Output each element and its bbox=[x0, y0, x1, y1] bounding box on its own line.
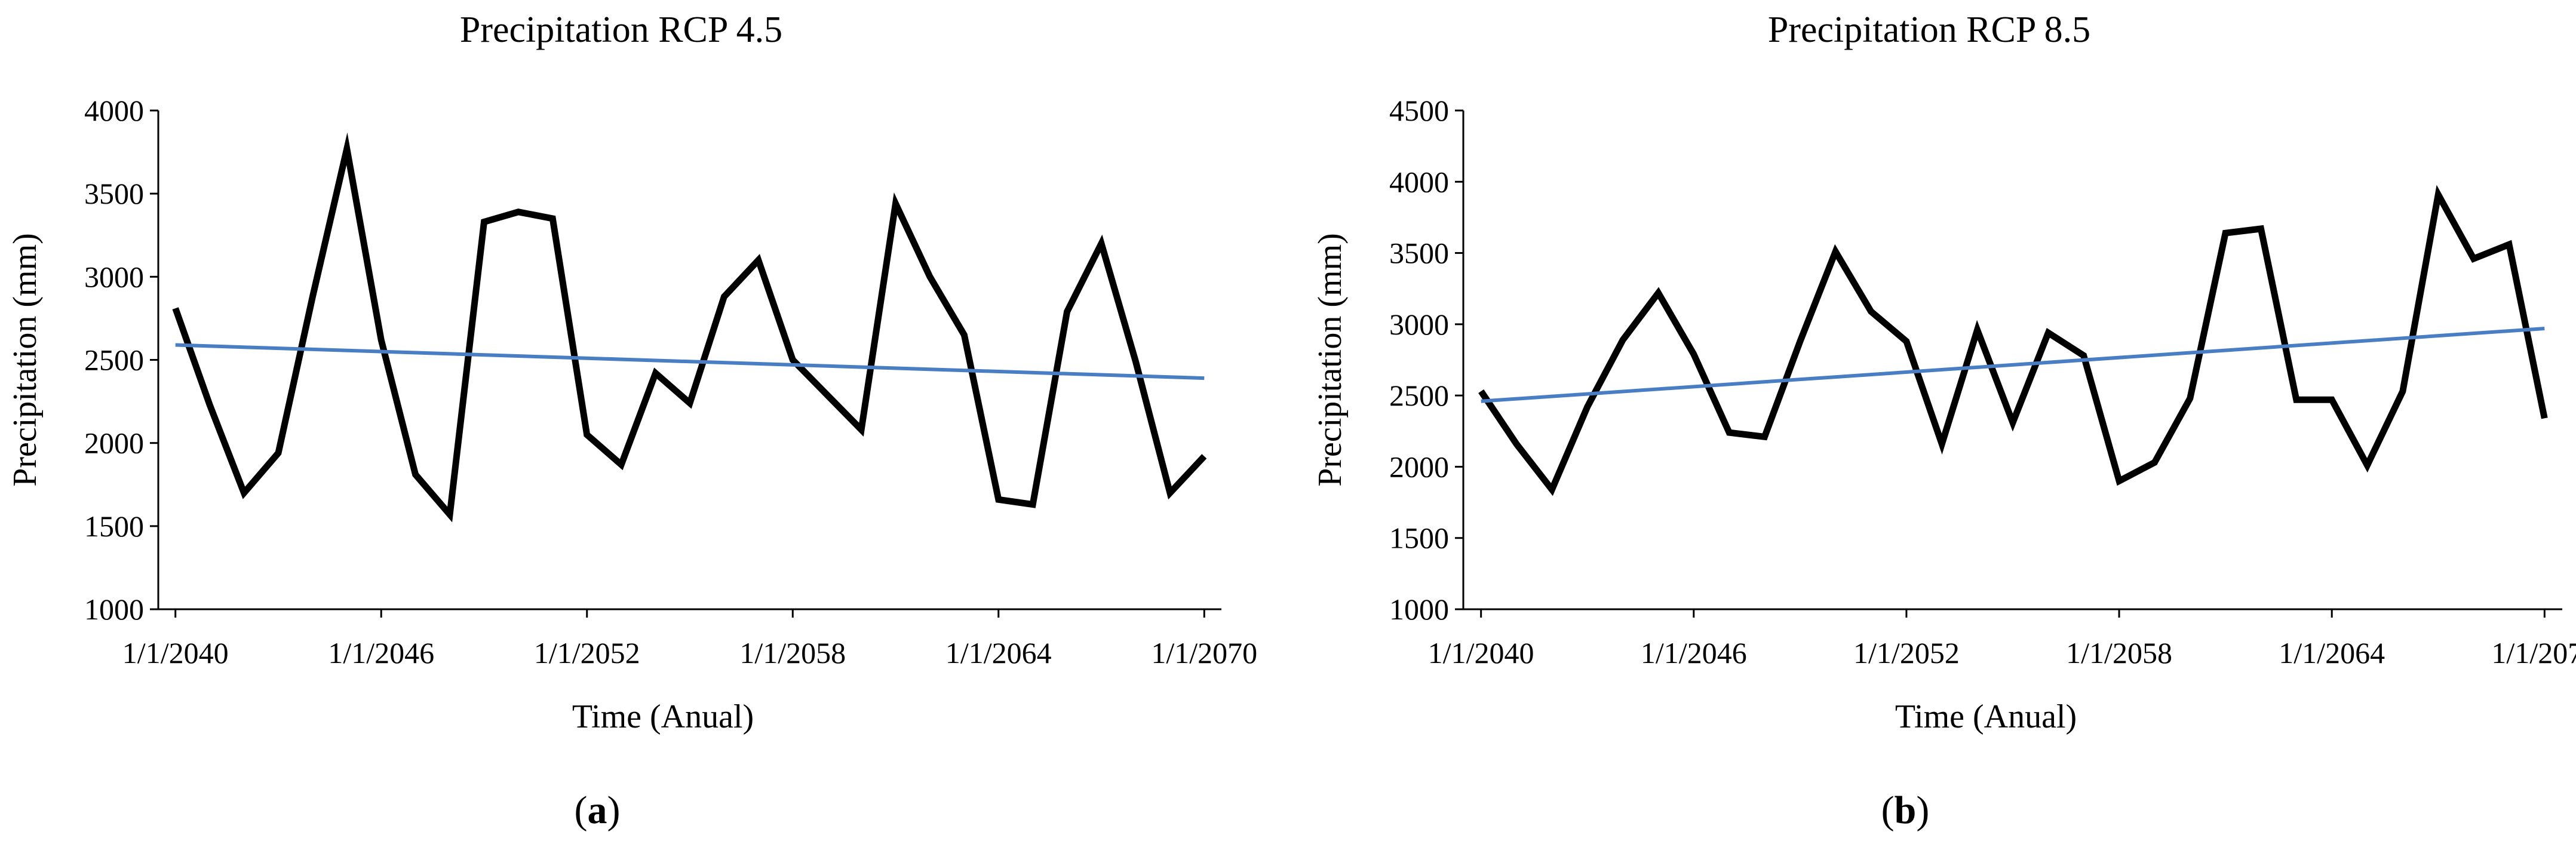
caption-paren-open: ( bbox=[575, 788, 588, 832]
y-tick-label: 3000 bbox=[84, 260, 144, 293]
y-tick-label: 1000 bbox=[84, 593, 144, 626]
y-tick-label: 3500 bbox=[1389, 237, 1449, 270]
y-tick-label: 3500 bbox=[84, 177, 144, 210]
x-tick-label: 1/1/2070 bbox=[1151, 636, 1257, 670]
chart-title: Precipitation RCP 4.5 bbox=[460, 10, 782, 50]
y-tick-label: 4500 bbox=[1389, 94, 1449, 127]
chart-title: Precipitation RCP 8.5 bbox=[1768, 10, 2090, 50]
x-tick-label: 1/1/2064 bbox=[945, 636, 1052, 670]
y-tick-label: 2000 bbox=[1389, 450, 1449, 483]
y-tick-label: 2000 bbox=[84, 426, 144, 460]
caption-paren-open: ( bbox=[1881, 788, 1895, 832]
trend-line bbox=[1481, 327, 2545, 403]
series-line bbox=[172, 132, 1207, 523]
x-axis-label: Time (Anual) bbox=[1895, 698, 2077, 735]
series-line bbox=[1478, 185, 2548, 496]
y-tick-label: 2500 bbox=[84, 343, 144, 377]
x-tick-label: 1/1/2040 bbox=[122, 636, 229, 670]
caption-letter: b bbox=[1895, 788, 1917, 832]
chart-panel-a: Precipitation RCP 4.5 1000 1500 2000 2500 300… bbox=[7, 10, 1257, 832]
y-tick-label: 3000 bbox=[1389, 308, 1449, 341]
x-tick-label: 1/1/2052 bbox=[534, 636, 640, 670]
chart-panel-b: Precipitation RCP 8.5 1000 1500 2000 2500 300… bbox=[1312, 10, 2576, 832]
trend-line bbox=[175, 343, 1205, 380]
panel-caption: (a) bbox=[575, 788, 621, 832]
y-axis-label: Precipitation (mm) bbox=[7, 233, 44, 487]
panel-caption: (b) bbox=[1881, 788, 1930, 832]
x-tick-label: 1/1/2058 bbox=[2066, 636, 2172, 670]
x-tick-label: 1/1/2058 bbox=[739, 636, 846, 670]
y-tick-label: 1500 bbox=[1389, 521, 1449, 555]
caption-paren-close: ) bbox=[607, 788, 621, 832]
y-tick-label: 4000 bbox=[84, 94, 144, 127]
x-tick-label: 1/1/2052 bbox=[1853, 636, 1960, 670]
y-axis-label: Precipitation (mm) bbox=[1312, 233, 1349, 487]
y-tick-label: 2500 bbox=[1389, 379, 1449, 412]
caption-paren-close: ) bbox=[1916, 788, 1929, 832]
x-tick-label: 1/1/2046 bbox=[328, 636, 434, 670]
caption-letter: a bbox=[588, 788, 607, 832]
y-tick-label: 4000 bbox=[1389, 165, 1449, 198]
x-tick-label: 1/1/2070 bbox=[2491, 636, 2576, 670]
y-tick-label: 1500 bbox=[84, 509, 144, 543]
y-tick-label: 1000 bbox=[1389, 593, 1449, 626]
x-tick-label: 1/1/2040 bbox=[1428, 636, 1534, 670]
x-axis-label: Time (Anual) bbox=[572, 698, 754, 735]
x-tick-label: 1/1/2064 bbox=[2279, 636, 2385, 670]
x-tick-label: 1/1/2046 bbox=[1641, 636, 1747, 670]
